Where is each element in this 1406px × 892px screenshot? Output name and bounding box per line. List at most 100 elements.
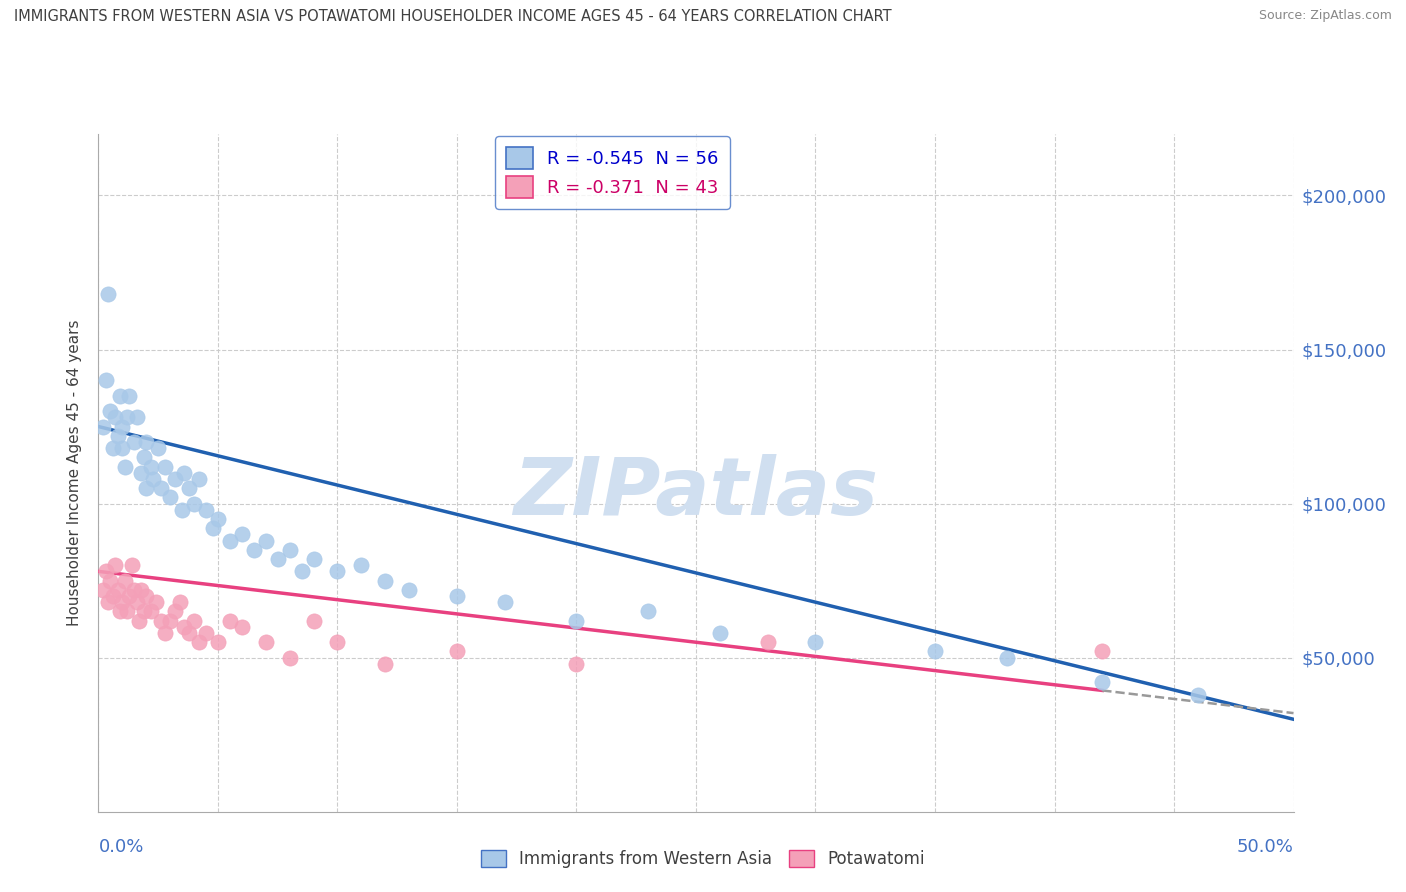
Point [804,635,827,649]
Point [254,533,277,548]
Point [207,512,229,526]
Point [709,626,731,640]
Point [565,614,588,628]
Point [135,589,157,603]
Point [155,459,177,474]
Point [128,614,150,628]
Point [148,441,170,455]
Point [350,558,373,573]
Point [135,481,157,495]
Text: Source: ZipAtlas.com: Source: ZipAtlas.com [1258,9,1392,22]
Point [114,574,136,588]
Point [326,635,349,649]
Point [91,419,114,434]
Point [374,657,396,671]
Text: 0.0%: 0.0% [98,838,143,856]
Point [267,552,290,566]
Point [131,582,153,597]
Point [94,373,117,387]
Point [374,574,396,588]
Point [132,604,155,618]
Point [125,595,148,609]
Point [995,650,1018,665]
Point [398,582,420,597]
Point [108,389,131,403]
Text: ZIPatlas: ZIPatlas [513,454,879,533]
Point [131,466,153,480]
Point [243,542,266,557]
Point [159,491,181,505]
Point [169,595,191,609]
Point [326,565,349,579]
Point [124,434,146,449]
Point [121,558,143,573]
Point [139,604,162,618]
Point [111,419,134,434]
Point [98,404,122,418]
Point [756,635,779,649]
Point [302,552,325,566]
Point [446,644,468,658]
Legend: R = -0.545  N = 56, R = -0.371  N = 43: R = -0.545 N = 56, R = -0.371 N = 43 [495,136,730,209]
Text: 50.0%: 50.0% [1237,838,1294,856]
Point [637,604,659,618]
Point [163,604,186,618]
Point [142,472,165,486]
Point [202,521,225,535]
Point [159,614,181,628]
Point [1187,688,1209,702]
Point [494,595,516,609]
Point [107,429,129,443]
Point [114,459,136,474]
Point [125,410,148,425]
Point [278,542,301,557]
Point [97,287,120,301]
Point [149,614,172,628]
Point [219,614,242,628]
Point [172,502,194,516]
Point [183,497,205,511]
Point [278,650,301,665]
Point [179,626,201,640]
Point [155,626,177,640]
Point [187,635,209,649]
Point [107,582,129,597]
Point [101,441,124,455]
Point [132,450,155,465]
Point [104,410,127,425]
Point [111,595,134,609]
Point [291,565,314,579]
Point [149,481,172,495]
Point [254,635,277,649]
Point [97,595,120,609]
Point [104,558,127,573]
Point [118,589,141,603]
Point [1091,644,1114,658]
Point [118,389,141,403]
Point [231,527,253,541]
Point [111,441,134,455]
Point [173,620,195,634]
Point [207,635,229,649]
Y-axis label: Householder Income Ages 45 - 64 years: Householder Income Ages 45 - 64 years [67,319,83,626]
Point [231,620,253,634]
Point [924,644,946,658]
Point [139,459,162,474]
Point [194,502,218,516]
Point [183,614,205,628]
Point [108,604,131,618]
Point [1091,675,1114,690]
Point [194,626,218,640]
Point [94,565,117,579]
Point [219,533,242,548]
Point [124,582,146,597]
Point [173,466,195,480]
Point [179,481,201,495]
Point [91,582,114,597]
Point [115,410,138,425]
Point [145,595,167,609]
Point [446,589,468,603]
Point [565,657,588,671]
Point [163,472,186,486]
Point [98,574,122,588]
